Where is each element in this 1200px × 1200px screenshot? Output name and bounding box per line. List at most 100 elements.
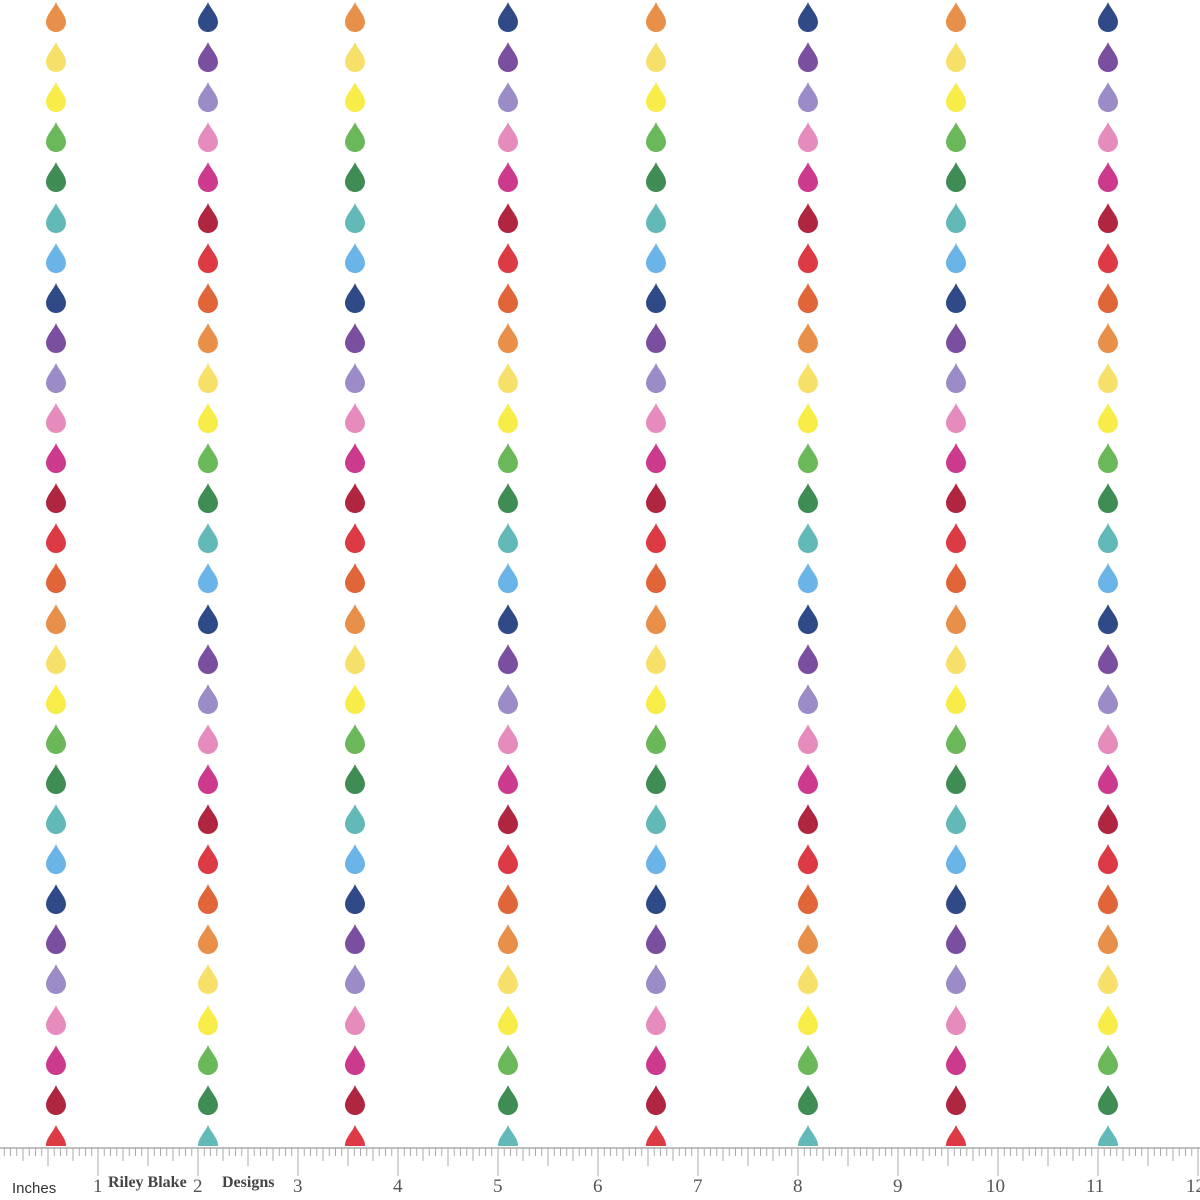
raindrop-icon: [798, 162, 818, 193]
raindrop-icon: [345, 282, 365, 313]
raindrop-icon: [498, 884, 518, 915]
raindrop-icon: [498, 563, 518, 594]
raindrop-icon: [345, 884, 365, 915]
raindrop-icon: [1098, 483, 1118, 514]
raindrop-icon: [646, 483, 666, 514]
raindrop-icon: [345, 322, 365, 353]
raindrop-icon: [946, 122, 966, 153]
ruler-number: 6: [593, 1176, 603, 1197]
raindrop-icon: [646, 964, 666, 995]
raindrop-icon: [646, 804, 666, 834]
raindrop-icon: [198, 42, 218, 73]
raindrop-icon: [1098, 242, 1118, 273]
raindrop-icon: [46, 282, 66, 313]
raindrop-icon: [798, 2, 818, 32]
raindrop-icon: [498, 804, 518, 834]
raindrop-icon: [345, 723, 365, 754]
raindrop-icon: [798, 523, 818, 554]
raindrop-icon: [646, 884, 666, 915]
raindrop-icon: [46, 924, 66, 955]
raindrop-icon: [646, 683, 666, 714]
raindrop-icon: [1098, 1084, 1118, 1115]
ruler-number: 8: [793, 1176, 803, 1197]
raindrop-icon: [498, 122, 518, 153]
raindrop-icon: [198, 964, 218, 995]
raindrop-icon: [345, 1004, 365, 1035]
raindrop-icon: [1098, 844, 1118, 875]
raindrop-icon: [646, 844, 666, 875]
raindrop-icon: [946, 924, 966, 955]
raindrop-icon: [345, 964, 365, 995]
raindrop-icon: [498, 1004, 518, 1035]
raindrop-icon: [1098, 643, 1118, 674]
raindrop-icon: [198, 82, 218, 113]
raindrop-icon: [646, 1124, 666, 1148]
raindrop-icon: [646, 322, 666, 353]
raindrop-icon: [946, 723, 966, 754]
raindrop-icon: [946, 1044, 966, 1075]
raindrop-icon: [345, 403, 365, 433]
raindrop-icon: [1098, 924, 1118, 955]
raindrop-icon: [798, 643, 818, 674]
raindrop-pattern: [46, 2, 1118, 1148]
raindrop-icon: [46, 362, 66, 393]
raindrop-icon: [1098, 884, 1118, 915]
raindrop-icon: [798, 483, 818, 514]
raindrop-icon: [1098, 82, 1118, 113]
raindrop-icon: [498, 322, 518, 353]
raindrop-icon: [798, 1084, 818, 1115]
raindrop-icon: [646, 643, 666, 674]
raindrop-icon: [46, 162, 66, 193]
raindrop-icon: [345, 242, 365, 273]
raindrop-icon: [946, 964, 966, 995]
raindrop-icon: [198, 723, 218, 754]
raindrop-icon: [46, 523, 66, 554]
raindrop-icon: [46, 122, 66, 153]
raindrop-icon: [46, 483, 66, 514]
raindrop-icon: [798, 322, 818, 353]
raindrop-icon: [646, 1004, 666, 1035]
raindrop-icon: [46, 804, 66, 834]
raindrop-icon: [1098, 162, 1118, 193]
raindrop-icon: [646, 403, 666, 433]
ruler-number: 10: [986, 1176, 1005, 1197]
raindrop-icon: [198, 643, 218, 674]
raindrop-icon: [498, 763, 518, 794]
raindrop-icon: [1098, 523, 1118, 554]
raindrop-icon: [198, 1004, 218, 1035]
raindrop-icon: [798, 282, 818, 313]
raindrop-icon: [198, 403, 218, 433]
raindrop-icon: [946, 42, 966, 73]
raindrop-icon: [46, 82, 66, 113]
ruler-number: 7: [693, 1176, 703, 1197]
raindrop-icon: [946, 683, 966, 714]
raindrop-icon: [946, 1084, 966, 1115]
raindrop-icon: [46, 403, 66, 433]
raindrop-icon: [198, 563, 218, 594]
raindrop-icon: [946, 1004, 966, 1035]
raindrop-icon: [1098, 443, 1118, 474]
raindrop-icon: [498, 723, 518, 754]
raindrop-icon: [198, 282, 218, 313]
raindrop-icon: [1098, 362, 1118, 393]
raindrop-icon: [798, 804, 818, 834]
raindrop-icon: [498, 964, 518, 995]
raindrop-icon: [946, 563, 966, 594]
raindrop-icon: [46, 884, 66, 915]
raindrop-icon: [345, 563, 365, 594]
raindrop-icon: [1098, 202, 1118, 233]
ruler-number: 9: [893, 1176, 903, 1197]
raindrop-icon: [345, 924, 365, 955]
raindrop-icon: [46, 723, 66, 754]
raindrop-icon: [1098, 322, 1118, 353]
raindrop-icon: [46, 322, 66, 353]
raindrop-icon: [498, 443, 518, 474]
raindrop-icon: [345, 763, 365, 794]
raindrop-icon: [1098, 964, 1118, 995]
raindrop-icon: [498, 242, 518, 273]
raindrop-icon: [646, 1044, 666, 1075]
raindrop-icon: [498, 42, 518, 73]
raindrop-icon: [646, 723, 666, 754]
raindrop-icon: [946, 82, 966, 113]
raindrop-icon: [946, 282, 966, 313]
